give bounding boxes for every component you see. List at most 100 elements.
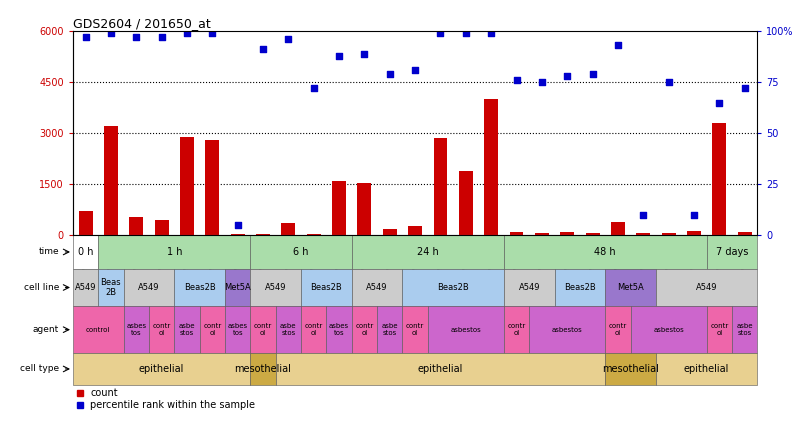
Point	[484, 30, 497, 37]
Bar	[555, 269, 605, 306]
Text: epithelial: epithelial	[418, 364, 463, 374]
Point	[459, 30, 472, 37]
Bar	[332, 181, 346, 235]
Bar	[73, 235, 98, 269]
Text: contr
ol: contr ol	[305, 323, 323, 336]
Text: A549: A549	[75, 283, 96, 292]
Bar	[250, 306, 275, 353]
Bar	[428, 306, 504, 353]
Bar	[504, 306, 529, 353]
Text: Beas2B: Beas2B	[310, 283, 343, 292]
Text: A549: A549	[696, 283, 718, 292]
Bar	[433, 139, 447, 235]
Bar	[352, 306, 377, 353]
Text: 0 h: 0 h	[78, 247, 93, 257]
Bar	[706, 306, 732, 353]
Bar	[231, 234, 245, 235]
Text: asbe
stos: asbe stos	[382, 323, 398, 336]
Point	[206, 30, 219, 37]
Text: asbes
tos: asbes tos	[228, 323, 248, 336]
Bar	[174, 306, 199, 353]
Text: asbe
stos: asbe stos	[736, 323, 753, 336]
Bar	[656, 353, 757, 385]
Text: A549: A549	[366, 283, 388, 292]
Bar	[149, 306, 174, 353]
Point	[510, 76, 523, 83]
Text: epithelial: epithelial	[139, 364, 185, 374]
Point	[282, 36, 295, 43]
Point	[738, 85, 751, 92]
Point	[662, 79, 675, 86]
Bar	[98, 269, 124, 306]
Text: Met5A: Met5A	[617, 283, 644, 292]
Text: Beas
2B: Beas 2B	[100, 278, 122, 297]
Text: 24 h: 24 h	[417, 247, 439, 257]
Text: A549: A549	[265, 283, 287, 292]
Text: Beas2B: Beas2B	[184, 283, 215, 292]
Point	[688, 211, 701, 218]
Point	[358, 50, 371, 57]
Bar	[124, 269, 174, 306]
Bar	[180, 137, 194, 235]
Text: 1 h: 1 h	[167, 247, 182, 257]
Bar	[631, 306, 706, 353]
Bar	[124, 306, 149, 353]
Bar	[504, 269, 555, 306]
Bar	[712, 123, 727, 235]
Bar	[605, 306, 631, 353]
Bar	[79, 211, 92, 235]
Point	[257, 46, 270, 53]
Bar	[199, 306, 225, 353]
Point	[408, 66, 421, 73]
Bar	[662, 233, 676, 235]
Bar	[174, 269, 225, 306]
Text: Met5A: Met5A	[224, 283, 251, 292]
Text: mesothelial: mesothelial	[235, 364, 292, 374]
Text: cell type: cell type	[20, 365, 59, 373]
Bar	[706, 235, 757, 269]
Bar	[352, 269, 403, 306]
Point	[586, 71, 599, 78]
Point	[181, 30, 194, 37]
Bar	[281, 223, 296, 235]
Bar	[509, 232, 523, 235]
Bar	[504, 235, 706, 269]
Bar	[377, 306, 403, 353]
Bar	[586, 233, 599, 235]
Bar	[403, 269, 504, 306]
Point	[713, 99, 726, 106]
Bar	[130, 217, 143, 235]
Bar	[275, 353, 605, 385]
Bar	[738, 232, 752, 235]
Bar	[732, 306, 757, 353]
Point	[434, 30, 447, 37]
Text: time: time	[39, 247, 59, 257]
Text: epithelial: epithelial	[684, 364, 729, 374]
Bar	[225, 306, 250, 353]
Point	[79, 34, 92, 41]
Text: 48 h: 48 h	[595, 247, 616, 257]
Text: asbestos: asbestos	[552, 327, 582, 333]
Point	[612, 42, 625, 49]
Bar	[408, 226, 422, 235]
Bar	[611, 222, 625, 235]
Bar	[383, 229, 397, 235]
Bar	[104, 127, 118, 235]
Text: percentile rank within the sample: percentile rank within the sample	[90, 400, 255, 410]
Bar	[250, 353, 275, 385]
Bar	[687, 231, 701, 235]
Text: 7 days: 7 days	[716, 247, 748, 257]
Bar	[256, 234, 270, 235]
Text: contr
ol: contr ol	[710, 323, 728, 336]
Bar	[73, 269, 98, 306]
Point	[156, 34, 168, 41]
Bar	[98, 235, 250, 269]
Bar	[250, 235, 352, 269]
Text: agent: agent	[33, 325, 59, 334]
Point	[383, 71, 396, 78]
Bar	[357, 182, 372, 235]
Bar	[301, 269, 352, 306]
Bar	[403, 306, 428, 353]
Bar	[250, 269, 301, 306]
Text: cell line: cell line	[23, 283, 59, 292]
